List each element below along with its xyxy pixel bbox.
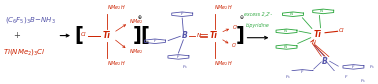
Text: F: F: [345, 75, 347, 79]
Text: B: B: [322, 57, 328, 66]
Text: $\oplus$: $\oplus$: [137, 13, 143, 21]
Text: Cl: Cl: [80, 32, 86, 37]
Text: $NMe_2H$: $NMe_2H$: [107, 59, 126, 68]
Text: N: N: [284, 45, 287, 49]
Text: N: N: [284, 29, 287, 33]
Text: $NMe_2H$: $NMe_2H$: [214, 3, 233, 12]
Text: ]: ]: [133, 26, 142, 45]
Text: Cl: Cl: [338, 28, 344, 33]
Text: F: F: [301, 70, 304, 74]
Text: excess 2,2'-: excess 2,2'-: [244, 12, 272, 17]
Text: F: F: [352, 65, 355, 69]
Text: [: [: [74, 26, 83, 45]
Text: B: B: [182, 31, 188, 40]
Text: ]: ]: [235, 26, 244, 45]
Text: Ti: Ti: [314, 30, 321, 39]
Text: N: N: [312, 40, 316, 45]
Text: F: F: [154, 39, 156, 43]
Text: $F_s$: $F_s$: [285, 74, 291, 81]
Text: +: +: [13, 31, 20, 40]
Text: $Ti(NMe_2)_3Cl$: $Ti(NMe_2)_3Cl$: [3, 47, 46, 57]
Text: $(C_6F_5)_3B\!-\!NH_3$: $(C_6F_5)_3B\!-\!NH_3$: [5, 15, 56, 25]
Text: Cl: Cl: [232, 43, 237, 48]
Text: N: N: [320, 9, 323, 13]
Text: Cl: Cl: [232, 25, 237, 30]
Text: $NMe_2$: $NMe_2$: [129, 17, 144, 26]
Text: $\ominus$: $\ominus$: [239, 13, 245, 21]
Text: F: F: [177, 55, 180, 59]
Text: $NMe_2H$: $NMe_2H$: [107, 3, 126, 12]
Text: Ti: Ti: [103, 31, 110, 40]
Text: [: [: [141, 26, 149, 45]
Text: $NMe_2H$: $NMe_2H$: [214, 59, 233, 68]
Text: N: N: [197, 33, 201, 38]
Text: N: N: [290, 12, 293, 16]
Text: Ti: Ti: [210, 31, 217, 40]
Text: $F_s$: $F_s$: [360, 77, 366, 84]
Text: $NMe_2$: $NMe_2$: [129, 47, 143, 56]
Text: bipyridine: bipyridine: [246, 23, 270, 28]
Text: $F_s$: $F_s$: [369, 63, 375, 71]
Text: F: F: [181, 12, 183, 16]
Text: $F_s$: $F_s$: [182, 63, 188, 71]
